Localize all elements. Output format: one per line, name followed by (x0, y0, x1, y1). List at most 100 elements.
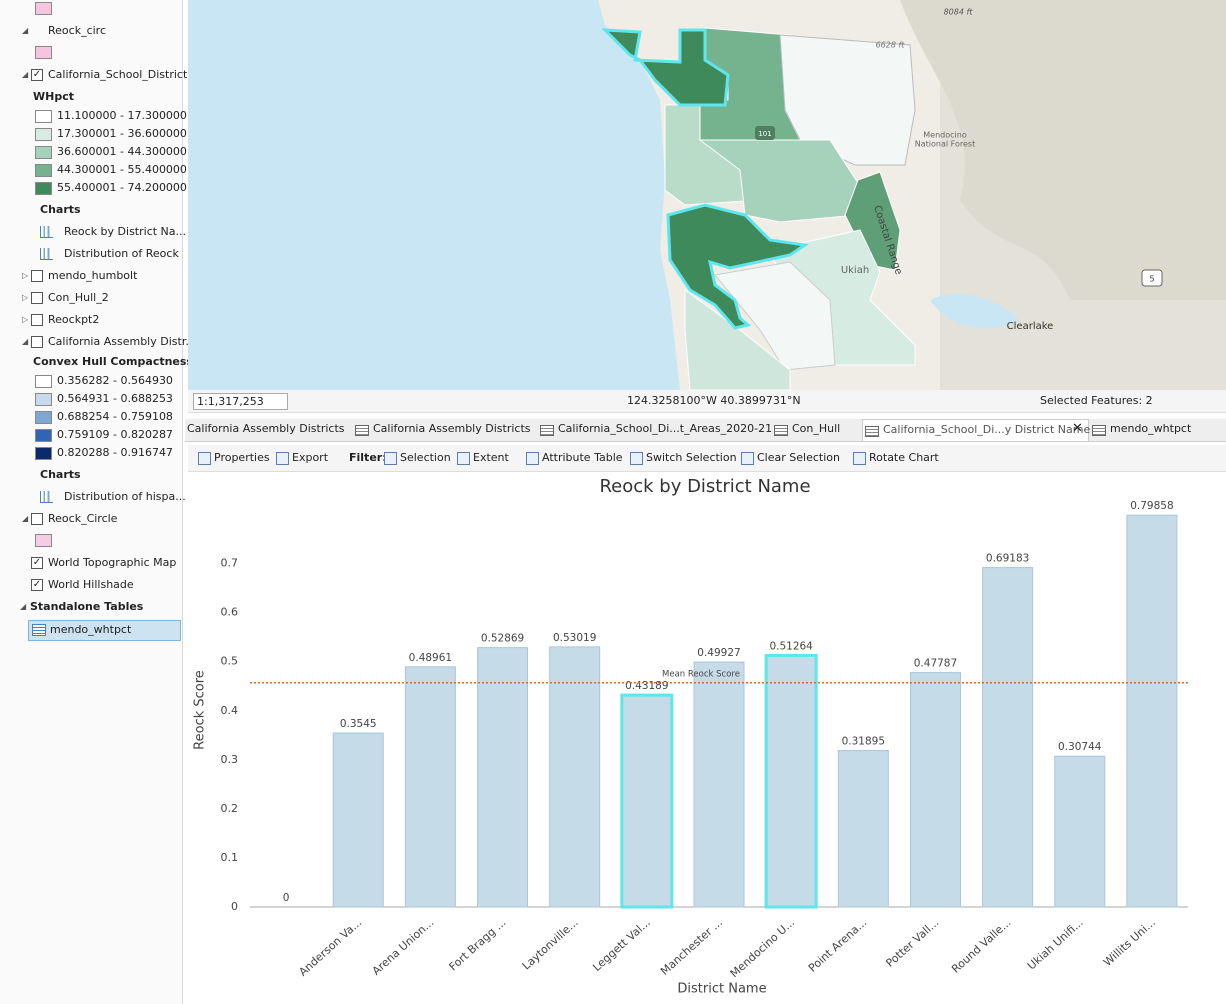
chart-icon (40, 226, 53, 238)
chart: Reock by District Name District Name Reo… (193, 476, 1188, 997)
legend-swatch (35, 429, 52, 442)
tab-label: California Assembly Districts (187, 422, 345, 435)
y-tick-label: 0 (231, 900, 238, 913)
layer-name[interactable]: California_School_District... (48, 68, 198, 81)
map-label: Ukiah (841, 265, 869, 276)
map-view[interactable]: 8084 ft 6628 ft Mendocino National Fores… (188, 0, 1226, 390)
district[interactable] (714, 261, 836, 371)
legend-label: 36.600001 - 44.300000 (57, 145, 187, 158)
expander[interactable]: ◢ (22, 26, 29, 35)
ocean (188, 0, 680, 390)
expander[interactable]: ▷ (22, 271, 29, 280)
tab-strip: California Assembly Districts California … (185, 419, 1226, 442)
legend-swatch (35, 164, 52, 177)
legend-label: 55.400001 - 74.200000 (57, 181, 187, 194)
data-label: 0 (283, 892, 290, 904)
bar[interactable] (404, 666, 456, 908)
layer-name[interactable]: Con_Hull_2 (48, 291, 109, 304)
x-tick-label: Fort Bragg ... (447, 916, 509, 974)
mean-line-label: Mean Reock Score (662, 669, 740, 679)
checkbox[interactable]: ✓ (31, 69, 43, 81)
tool-button[interactable]: Properties (214, 451, 270, 464)
tool-button[interactable]: Selection (400, 451, 451, 464)
checkbox[interactable]: ✓ (31, 557, 43, 569)
tab[interactable]: California_School_Di...y District Name ✕ (862, 419, 1090, 441)
expander[interactable]: ▷ (22, 293, 29, 302)
scale-box[interactable]: 1:1,317,253 (193, 393, 288, 410)
tool-icon (276, 452, 289, 465)
checkbox[interactable] (31, 270, 43, 282)
tab-icon (865, 426, 879, 437)
layer-name[interactable]: Reock_Circle (48, 512, 118, 525)
tool-button[interactable]: Export (292, 451, 329, 464)
data-label: 0.53019 (553, 632, 596, 644)
checkbox[interactable] (31, 513, 43, 525)
x-tick-label: Round Valle... (949, 916, 1014, 976)
bar[interactable] (332, 732, 384, 908)
bar[interactable] (549, 646, 601, 908)
chart-item[interactable]: Distribution of Reock (64, 247, 179, 260)
layer-name[interactable]: World Topographic Map (48, 556, 177, 569)
tool-button[interactable]: Clear Selection (757, 451, 840, 464)
highway-shield (755, 126, 775, 140)
data-label: 0.31895 (842, 736, 885, 748)
selected-features[interactable]: Selected Features: 2 (1040, 394, 1153, 407)
layer-name[interactable]: California Assembly Distr... (48, 335, 196, 348)
tab-close[interactable]: ✕ (1072, 421, 1083, 436)
layer-name[interactable]: World Hillshade (48, 578, 134, 591)
table-name[interactable]: mendo_whtpct (50, 623, 132, 636)
hillshade (900, 0, 1226, 300)
layer-name[interactable]: Reock_circ (48, 24, 106, 37)
expander[interactable]: ◢ (22, 70, 29, 79)
charts-heading: Charts (40, 468, 81, 481)
legend-label: 0.820288 - 0.916747 (57, 446, 173, 459)
chart-item[interactable]: Distribution of hispa... (64, 490, 186, 503)
bar[interactable] (982, 567, 1034, 908)
checkbox[interactable] (31, 336, 43, 348)
checkbox[interactable]: ✓ (31, 579, 43, 591)
tab[interactable]: California Assembly Districts (187, 419, 347, 440)
expander[interactable]: ◢ (20, 602, 27, 611)
selected-district[interactable] (666, 203, 810, 330)
layer-name[interactable]: Reockpt2 (48, 313, 100, 326)
data-label: 0.43189 (625, 680, 668, 692)
data-label: 0.3545 (340, 718, 377, 730)
tool-icon (526, 452, 539, 465)
tool-button[interactable]: Extent (473, 451, 509, 464)
district[interactable] (684, 289, 791, 390)
expander[interactable]: ◢ (22, 337, 29, 346)
tool-button[interactable]: Attribute Table (542, 451, 623, 464)
selected-bar[interactable] (764, 654, 818, 909)
tab[interactable]: California Assembly Districts (353, 419, 533, 440)
layer-name[interactable]: mendo_humbolt (48, 269, 138, 282)
tool-button[interactable]: Switch Selection (646, 451, 737, 464)
district[interactable] (779, 34, 916, 166)
selected-bar[interactable] (620, 693, 674, 909)
table-row[interactable] (28, 620, 181, 641)
checkbox[interactable] (31, 314, 43, 326)
expander[interactable]: ◢ (22, 514, 29, 523)
bar[interactable] (477, 647, 529, 908)
district[interactable] (844, 171, 901, 271)
tab[interactable]: California_School_Di...t_Areas_2020-21 (538, 419, 772, 440)
expander[interactable]: ▷ (22, 315, 29, 324)
bar[interactable] (1126, 514, 1178, 908)
chart-icon (40, 248, 53, 260)
section-title: Standalone Tables (30, 600, 144, 613)
y-tick-label: 0.7 (221, 557, 239, 570)
tab[interactable]: mendo_whtpct (1090, 419, 1215, 440)
selected-district[interactable] (601, 28, 730, 107)
tool-icon (198, 452, 211, 465)
district[interactable] (698, 139, 859, 223)
bar[interactable] (909, 672, 961, 908)
bar[interactable] (837, 750, 889, 908)
tool-button[interactable]: Rotate Chart (869, 451, 939, 464)
chart-item[interactable]: Reock by District Na... (64, 225, 187, 238)
tab[interactable]: Con_Hull (772, 419, 857, 440)
bar[interactable] (693, 661, 745, 908)
legend-label: 11.100000 - 17.300000 (57, 109, 187, 122)
tab-icon (774, 425, 788, 436)
legend-title: Convex Hull Compactness (33, 355, 193, 368)
bar[interactable] (1054, 755, 1106, 908)
checkbox[interactable] (31, 292, 43, 304)
